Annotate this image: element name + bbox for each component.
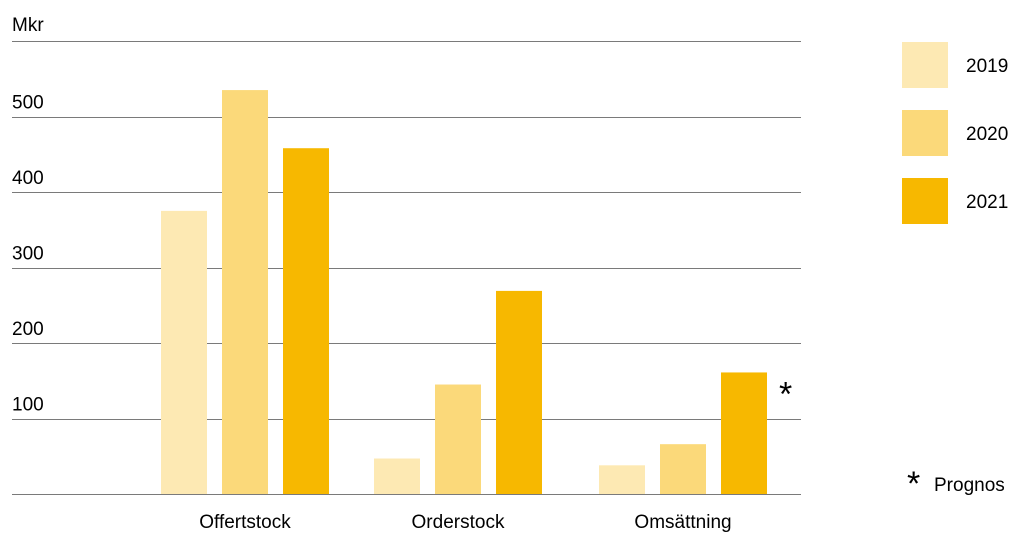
bar-2019: [599, 465, 645, 494]
footnote: * Prognos: [907, 465, 1005, 503]
legend-label: 2021: [966, 192, 1008, 213]
bar-2019: [374, 458, 420, 494]
x-axis-categories: Offertstock Orderstock Omsättning: [199, 512, 731, 533]
footnote-text: Prognos: [934, 475, 1005, 496]
gridlines: [12, 41, 801, 495]
bar-2020: [660, 444, 706, 494]
legend-label: 2019: [966, 56, 1008, 77]
legend-swatch-2020: [902, 110, 948, 156]
bar-2021: [283, 148, 329, 494]
bar-2020: [222, 90, 268, 494]
y-axis-ticks: 100 200 300 400 500: [12, 93, 44, 416]
legend-swatch-2019: [902, 42, 948, 88]
footnote-asterisk: *: [907, 465, 920, 503]
legend: 2019 2020 2021: [902, 42, 1008, 224]
y-axis-label: Mkr: [12, 15, 44, 36]
y-tick-label: 100: [12, 395, 44, 416]
legend-label: 2020: [966, 124, 1008, 145]
y-tick-label: 500: [12, 93, 44, 114]
bar-2019: [161, 210, 207, 494]
y-tick-label: 200: [12, 319, 44, 340]
bar-2021: [496, 290, 542, 494]
bar-2020: [435, 384, 481, 494]
x-category-label: Offertstock: [199, 512, 291, 533]
bar-2021: [721, 372, 767, 494]
y-tick-label: 400: [12, 168, 44, 189]
legend-swatch-2021: [902, 178, 948, 224]
forecast-asterisk: *: [779, 375, 792, 413]
x-category-label: Omsättning: [634, 512, 731, 533]
y-tick-label: 300: [12, 244, 44, 265]
bars: [161, 90, 767, 494]
x-category-label: Orderstock: [412, 512, 505, 533]
